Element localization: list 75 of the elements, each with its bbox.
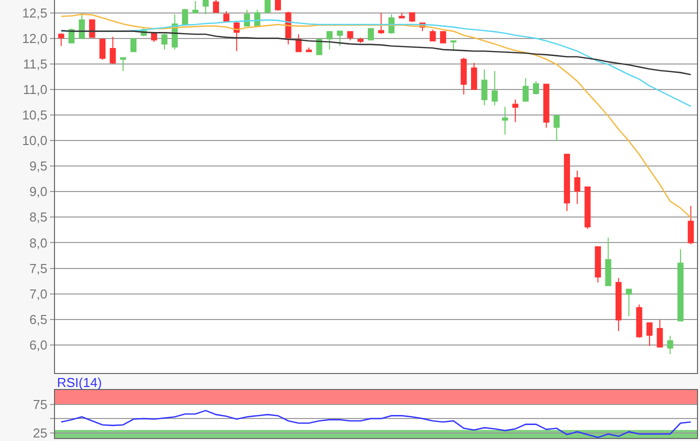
candlestick xyxy=(89,18,96,38)
candlestick xyxy=(564,153,570,212)
candlestick xyxy=(492,70,498,106)
chart-title: RSI(14) xyxy=(57,375,102,390)
candlestick xyxy=(398,12,405,18)
candlestick xyxy=(192,0,198,14)
candlestick xyxy=(471,62,478,90)
y-tick-label: 9,5 xyxy=(29,158,48,174)
y-tick-label: 7,0 xyxy=(29,286,48,302)
y-tick-label: 8,0 xyxy=(29,235,48,250)
candlestick xyxy=(347,30,354,41)
candlestick xyxy=(336,30,343,46)
candlestick xyxy=(110,36,116,64)
line-series xyxy=(60,14,692,218)
candlestick xyxy=(58,32,64,46)
candlestick xyxy=(78,12,85,39)
candlestick xyxy=(234,21,240,52)
candlestick xyxy=(223,10,230,22)
y-tick-label: 25 xyxy=(32,425,48,440)
candlestick xyxy=(357,37,364,44)
candlestick xyxy=(99,38,106,60)
candlestick xyxy=(677,248,684,322)
y-tick-label: 10,0 xyxy=(22,133,48,148)
candlestick xyxy=(368,28,374,41)
candlestick xyxy=(326,30,333,50)
candlestick xyxy=(378,12,384,34)
candlestick xyxy=(440,30,446,44)
candlestick xyxy=(605,237,612,287)
y-tick-label: 11,5 xyxy=(23,56,48,72)
candlestick xyxy=(460,57,467,96)
candlestick xyxy=(202,0,209,15)
candlestick xyxy=(274,0,281,12)
candlestick xyxy=(120,56,126,72)
candlestick xyxy=(212,0,220,14)
candlestick xyxy=(481,68,488,106)
candlestick xyxy=(450,40,456,52)
candlestick xyxy=(409,12,416,22)
line-series xyxy=(60,410,692,438)
y-tick-label: 7,5 xyxy=(29,260,48,276)
candlestick xyxy=(502,106,508,135)
candlestick xyxy=(264,0,271,14)
candlestick xyxy=(182,8,188,26)
y-tick-label: 6,5 xyxy=(29,312,48,327)
y-tick-label: 8,5 xyxy=(29,210,48,225)
candlestick xyxy=(161,33,168,50)
candlestick xyxy=(532,80,540,96)
candlestick xyxy=(594,246,601,284)
candlestick xyxy=(522,78,529,102)
candlestick xyxy=(584,186,591,230)
candlestick xyxy=(543,83,550,128)
y-tick-label: 9,0 xyxy=(29,184,48,200)
candlestick xyxy=(306,47,312,52)
candlestick xyxy=(646,322,653,346)
candlestick xyxy=(130,38,136,53)
candlestick xyxy=(285,11,292,45)
candlestick xyxy=(430,29,436,42)
candlestick xyxy=(574,170,580,204)
y-tick-label: 12,0 xyxy=(22,30,48,46)
y-tick-label: 11,0 xyxy=(23,82,48,97)
line-series xyxy=(60,30,692,76)
candlestick xyxy=(512,99,518,123)
y-tick-label: 6,0 xyxy=(29,337,48,352)
y-tick-label: 10,5 xyxy=(22,108,48,123)
candlestick xyxy=(688,205,694,245)
y-tick-label: 12,5 xyxy=(22,5,48,20)
candlestick xyxy=(656,319,663,348)
candlestick xyxy=(316,38,322,56)
candlestick xyxy=(244,9,250,27)
y-tick-label: 75 xyxy=(32,396,48,412)
candlestick xyxy=(667,335,674,355)
candlestick xyxy=(554,114,560,142)
line-series xyxy=(60,19,692,107)
candlestick xyxy=(636,304,642,338)
candlestick xyxy=(616,277,622,332)
candlestick xyxy=(626,288,632,317)
